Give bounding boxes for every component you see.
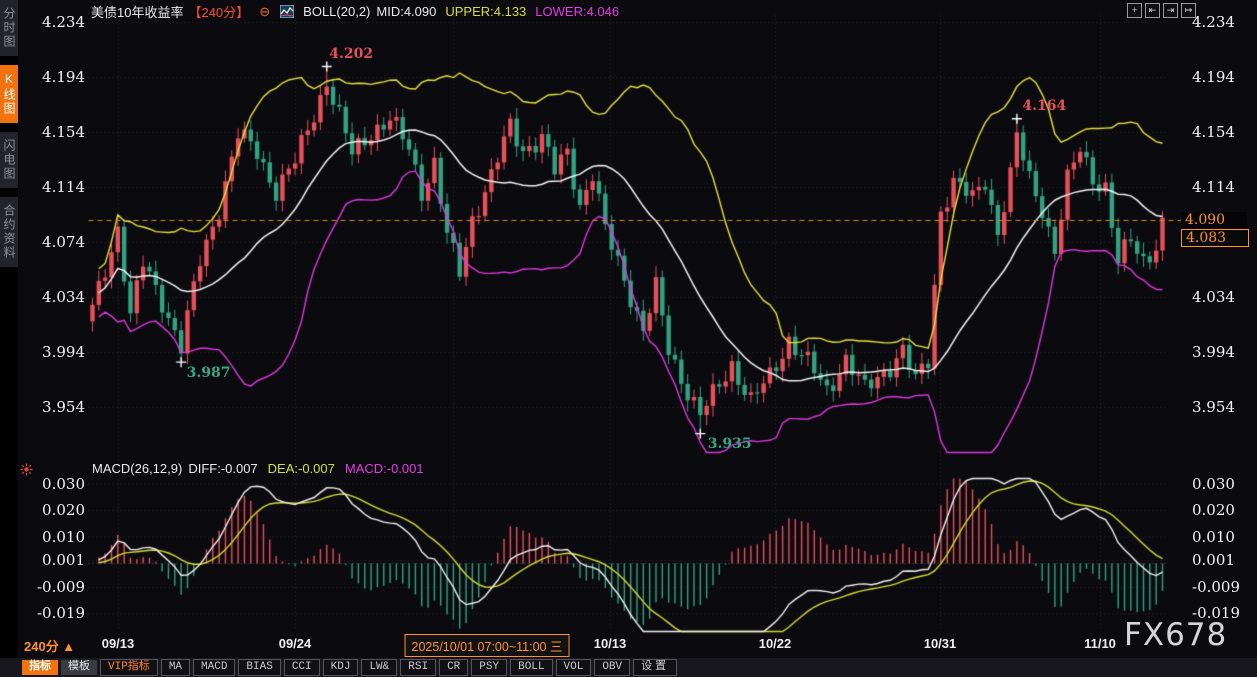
collapse-indicator-icon[interactable]: ⊖ <box>258 5 271 18</box>
axis-tick-label: -0.009 <box>1192 579 1240 595</box>
chart-thumbnail-icon[interactable] <box>280 5 294 18</box>
period-badge[interactable]: 240分 ▲ <box>24 636 75 655</box>
axis-tick-label: -0.019 <box>37 605 85 621</box>
chart-scale-buttons: +⇤⇥↦ <box>1127 3 1196 18</box>
axis-tick-label: 0.020 <box>42 502 85 518</box>
axis-tick-label: 0.010 <box>42 529 85 545</box>
axis-tick-label: -0.009 <box>37 579 85 595</box>
current-quote-badge: 4.083 <box>1181 229 1249 247</box>
toolbar-tab-indicators[interactable]: 指标 <box>22 660 58 675</box>
price-axis-right: 4.234 4.194 4.154 4.114 4.034 3.994 3.954 0.030… <box>1190 0 1250 677</box>
x-axis-label: 09/13 <box>102 636 135 651</box>
indicator-buttons: MAMACDBIASCCIKDJLW&RSICRPSYBOLLVOLOBV <box>161 659 630 676</box>
axis-tick-label: 0.001 <box>1192 552 1235 568</box>
axis-tick-label: 4.194 <box>1192 69 1235 85</box>
boll-label: BOLL(20,2) <box>303 4 370 19</box>
toolbar-indicator-vol[interactable]: VOL <box>556 659 592 676</box>
toolbar-indicator-macd[interactable]: MACD <box>193 659 235 676</box>
axis-tick-label: 4.034 <box>1192 289 1235 305</box>
boll-lower-value: LOWER:4.046 <box>535 4 619 19</box>
x-axis-label: 09/24 <box>279 636 312 651</box>
toolbar-indicator-kdj[interactable]: KDJ <box>323 659 359 676</box>
macd-header: MACD(26,12,9) DIFF:-0.007 DEA:-0.007 MAC… <box>18 461 1257 476</box>
chart-window: 分时图 K线图 闪电图 合约资料 美债10年收益率 【240分】 ⊖ BOLL(… <box>0 0 1257 677</box>
toolbar-indicator-lw&[interactable]: LW& <box>361 659 397 676</box>
last-price-badge: 4.090 <box>1181 212 1247 228</box>
axis-tick-label: 4.234 <box>42 14 85 30</box>
price-axis-left: 4.234 4.194 4.154 4.114 4.074 4.034 3.994 3.954… <box>22 0 85 677</box>
boll-upper-value: UPPER:4.133 <box>445 4 526 19</box>
toolbar-indicator-psy[interactable]: PSY <box>471 659 507 676</box>
x-axis-label: 10/31 <box>924 636 957 651</box>
scale-left-icon[interactable]: ⇤ <box>1145 3 1160 18</box>
sidebar: 分时图 K线图 闪电图 合约资料 <box>0 0 18 658</box>
macd-macd-value: MACD:-0.001 <box>345 461 424 476</box>
axis-tick-label: 0.030 <box>1192 476 1235 492</box>
chart-canvas[interactable] <box>0 0 1257 677</box>
scale-right-icon[interactable]: ⇥ <box>1163 3 1178 18</box>
macd-name: MACD(26,12,9) <box>92 461 182 476</box>
x-axis-label: 10/13 <box>594 636 627 651</box>
axis-tick-label: 0.020 <box>1192 502 1235 518</box>
axis-tick-label: 0.001 <box>42 552 85 568</box>
axis-tick-label: 3.994 <box>42 344 85 360</box>
x-axis: 240分 ▲ 2025/10/01 07:00~11:00 三 09/13 09/… <box>0 634 1257 656</box>
axis-tick-label: 4.154 <box>42 124 85 140</box>
toolbar-indicator-cci[interactable]: CCI <box>284 659 320 676</box>
toolbar-indicator-bias[interactable]: BIAS <box>238 659 280 676</box>
crosshair-icon[interactable]: + <box>1127 3 1142 18</box>
sidebar-tab-time-chart[interactable]: 分时图 <box>0 0 18 56</box>
toolbar-indicator-ma[interactable]: MA <box>161 659 190 676</box>
toolbar-indicator-cr[interactable]: CR <box>439 659 468 676</box>
axis-tick-label: 4.074 <box>42 234 85 250</box>
x-axis-label: 11/10 <box>1084 636 1116 651</box>
axis-tick-label: 3.954 <box>42 399 85 415</box>
toolbar-tab-vip-indicators[interactable]: VIP指标 <box>100 659 158 676</box>
sidebar-tab-contract-info[interactable]: 合约资料 <box>0 197 18 267</box>
axis-tick-label: 4.194 <box>42 69 85 85</box>
axis-tick-label: -0.019 <box>1192 605 1240 621</box>
indicator-toolbar: 指标 模板 VIP指标 MAMACDBIASCCIKDJLW&RSICRPSYB… <box>0 658 1257 677</box>
period-tag: 【240分】 <box>188 2 249 21</box>
chart-header: 美债10年收益率 【240分】 ⊖ BOLL(20,2) MID:4.090 U… <box>18 0 1257 22</box>
sidebar-tab-kline-chart[interactable]: K线图 <box>0 65 18 123</box>
toolbar-indicator-obv[interactable]: OBV <box>594 659 630 676</box>
crosshair-date-readout: 2025/10/01 07:00~11:00 三 <box>405 634 570 657</box>
macd-dea-value: DEA:-0.007 <box>268 461 335 476</box>
toolbar-indicator-rsi[interactable]: RSI <box>400 659 436 676</box>
axis-tick-label: 3.954 <box>1192 399 1235 415</box>
macd-diff-value: DIFF:-0.007 <box>188 461 257 476</box>
sidebar-tab-flash-chart[interactable]: 闪电图 <box>0 132 18 188</box>
axis-tick-label: 4.034 <box>42 289 85 305</box>
boll-mid-value: MID:4.090 <box>376 4 436 19</box>
axis-tick-label: 0.030 <box>42 476 85 492</box>
settings-button[interactable]: 设置 <box>633 659 677 676</box>
instrument-title: 美债10年收益率 <box>91 2 183 21</box>
axis-tick-label: 4.114 <box>1192 179 1235 195</box>
axis-tick-label: 4.234 <box>1192 14 1235 30</box>
axis-tick-label: 3.994 <box>1192 344 1235 360</box>
toolbar-tab-templates[interactable]: 模板 <box>61 660 97 675</box>
axis-tick-label: 4.114 <box>42 179 85 195</box>
axis-tick-label: 4.154 <box>1192 124 1235 140</box>
x-axis-label: 10/22 <box>759 636 792 651</box>
axis-tick-label: 0.010 <box>1192 529 1235 545</box>
toolbar-indicator-boll[interactable]: BOLL <box>510 659 552 676</box>
